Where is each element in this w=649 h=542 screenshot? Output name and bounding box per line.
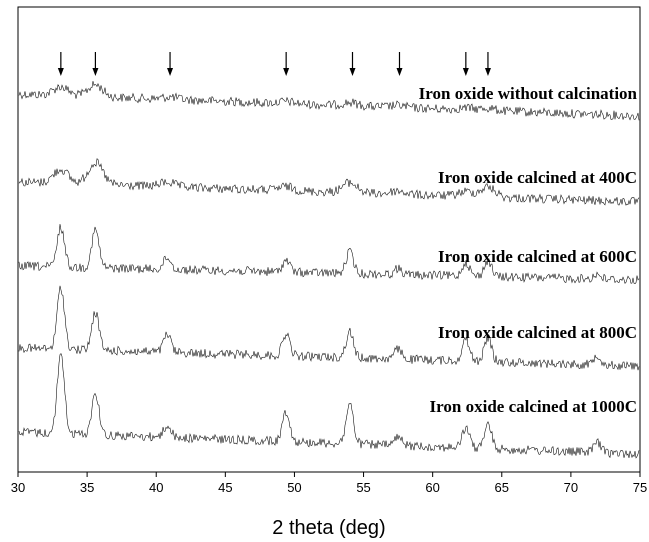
x-tick-label: 30 [11, 480, 25, 495]
x-tick-label: 50 [287, 480, 301, 495]
peak-marker-arrow [283, 52, 290, 76]
peak-marker-arrow [349, 52, 356, 76]
x-tick-label: 60 [425, 480, 439, 495]
diffraction-pattern-3 [18, 285, 640, 371]
series-label-1: Iron oxide calcined at 400C [438, 168, 637, 187]
series-label-3: Iron oxide calcined at 800C [438, 323, 637, 342]
diffraction-pattern-0 [18, 80, 640, 121]
diffraction-pattern-1 [18, 158, 640, 206]
reference-peak-markers [57, 52, 491, 76]
peak-marker-arrow [484, 52, 491, 76]
x-tick-label: 75 [633, 480, 647, 495]
x-axis-title: 2 theta (deg) [272, 517, 385, 539]
series-labels: Iron oxide without calcination Iron oxide… [419, 84, 638, 416]
series-label-4: Iron oxide calcined at 1000C [430, 397, 637, 416]
peak-marker-arrow [92, 52, 99, 76]
x-tick-label: 35 [80, 480, 94, 495]
x-tick-label: 65 [495, 480, 509, 495]
diffraction-pattern-2 [18, 223, 640, 285]
x-tick-label: 40 [149, 480, 163, 495]
x-axis-ticks: 30 35 40 45 50 55 60 65 70 75 [11, 472, 647, 495]
diffraction-pattern-4 [18, 353, 640, 459]
x-tick-label: 45 [218, 480, 232, 495]
peak-marker-arrow [57, 52, 64, 76]
series-label-2: Iron oxide calcined at 600C [438, 247, 637, 266]
x-tick-label: 55 [356, 480, 370, 495]
plot-frame [17, 6, 641, 473]
peak-marker-arrow [462, 52, 469, 76]
x-tick-label: 70 [564, 480, 578, 495]
peak-marker-arrow [167, 52, 174, 76]
peak-marker-arrow [396, 52, 403, 76]
series-label-0: Iron oxide without calcination [419, 84, 638, 103]
diffraction-patterns [18, 80, 640, 459]
